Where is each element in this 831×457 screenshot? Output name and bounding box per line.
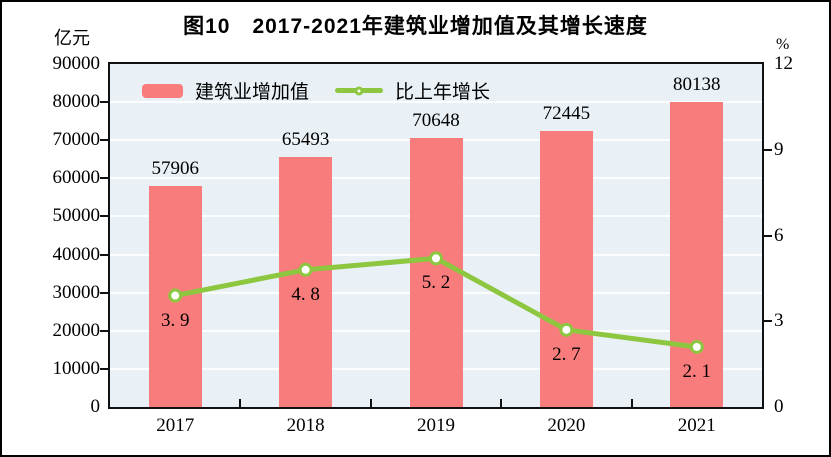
line-data-point bbox=[429, 251, 443, 266]
line-series-swatch bbox=[335, 86, 384, 95]
bar bbox=[409, 137, 463, 407]
left-axis-tick-label: 30000 bbox=[52, 281, 101, 303]
bar-value-label: 70648 bbox=[412, 109, 460, 131]
right-axis-unit-label: % bbox=[776, 36, 790, 53]
line-value-label: 2. 1 bbox=[682, 360, 712, 382]
line-value-label: 2. 7 bbox=[552, 343, 581, 365]
x-axis-category-label: 2020 bbox=[547, 415, 586, 436]
bar-value-label: 57906 bbox=[151, 158, 199, 180]
x-axis-category-label: 2021 bbox=[677, 415, 716, 436]
right-axis-tick-label: 12 bbox=[774, 53, 793, 74]
line-data-point bbox=[689, 339, 704, 354]
left-axis-tick bbox=[100, 215, 108, 218]
line-value-label: 5. 2 bbox=[421, 272, 451, 294]
right-axis-tick-label: 6 bbox=[774, 224, 784, 246]
line-marker-icon bbox=[354, 86, 364, 95]
line-value-label: 3. 9 bbox=[160, 309, 190, 331]
left-axis-tick bbox=[100, 367, 108, 370]
x-axis-category-label: 2019 bbox=[417, 415, 455, 436]
bar-value-label: 72445 bbox=[542, 102, 591, 124]
right-axis-tick bbox=[764, 234, 772, 237]
right-axis-tick bbox=[764, 320, 772, 323]
bar-series-swatch bbox=[142, 83, 183, 98]
left-axis-tick-label: 70000 bbox=[52, 129, 101, 151]
left-axis-tick bbox=[100, 139, 108, 142]
bar bbox=[670, 101, 724, 407]
bar-value-label: 80138 bbox=[673, 73, 721, 95]
left-axis-tick-label: 80000 bbox=[52, 91, 101, 113]
chart-title: 图10 2017-2021年建筑业增加值及其增长速度 bbox=[183, 15, 648, 38]
left-axis-tick bbox=[100, 329, 108, 332]
legend: 建筑业增加值 比上年增长 bbox=[142, 77, 490, 104]
line-value-label: 4. 8 bbox=[291, 283, 320, 305]
x-axis-tick bbox=[500, 399, 503, 407]
left-axis-tick-label: 40000 bbox=[52, 243, 101, 265]
left-axis-tick-label: 60000 bbox=[52, 167, 101, 189]
right-axis-tick-label: 9 bbox=[774, 138, 784, 160]
x-axis-tick bbox=[239, 399, 242, 407]
left-axis-unit-label: 亿元 bbox=[54, 28, 90, 48]
left-axis-tick-label: 90000 bbox=[52, 53, 101, 74]
x-axis-tick bbox=[630, 399, 633, 407]
right-axis-tick-label: 3 bbox=[774, 310, 784, 332]
x-axis-tick bbox=[369, 399, 372, 407]
plot-area: 建筑业增加值 比上年增长 57906 65493 70648 72445 80138 3.… bbox=[108, 62, 764, 409]
x-axis-category-label: 2017 bbox=[156, 415, 195, 436]
x-axis-category-label: 2018 bbox=[286, 415, 325, 436]
left-axis-tick bbox=[100, 253, 108, 256]
line-data-point bbox=[298, 262, 313, 277]
right-axis-tick-label: 0 bbox=[774, 396, 784, 417]
left-axis-tick-label: 0 bbox=[90, 396, 101, 417]
left-axis-tick-label: 20000 bbox=[52, 319, 101, 341]
bar-value-label: 65493 bbox=[281, 129, 330, 151]
left-axis-tick-label: 10000 bbox=[52, 357, 101, 379]
line-data-point bbox=[559, 322, 574, 337]
growth-line-layer bbox=[168, 251, 704, 354]
bar bbox=[539, 130, 593, 407]
legend-label-bars: 建筑业增加值 bbox=[195, 82, 310, 103]
left-axis-tick bbox=[100, 101, 108, 104]
left-axis-tick-label: 50000 bbox=[52, 205, 101, 227]
line-data-point bbox=[168, 288, 183, 303]
right-axis-tick bbox=[764, 148, 772, 151]
gridline bbox=[110, 101, 762, 104]
bar bbox=[279, 157, 333, 407]
legend-label-line: 比上年增长 bbox=[395, 82, 491, 103]
left-axis-tick bbox=[100, 177, 108, 180]
left-axis-tick bbox=[100, 291, 108, 294]
